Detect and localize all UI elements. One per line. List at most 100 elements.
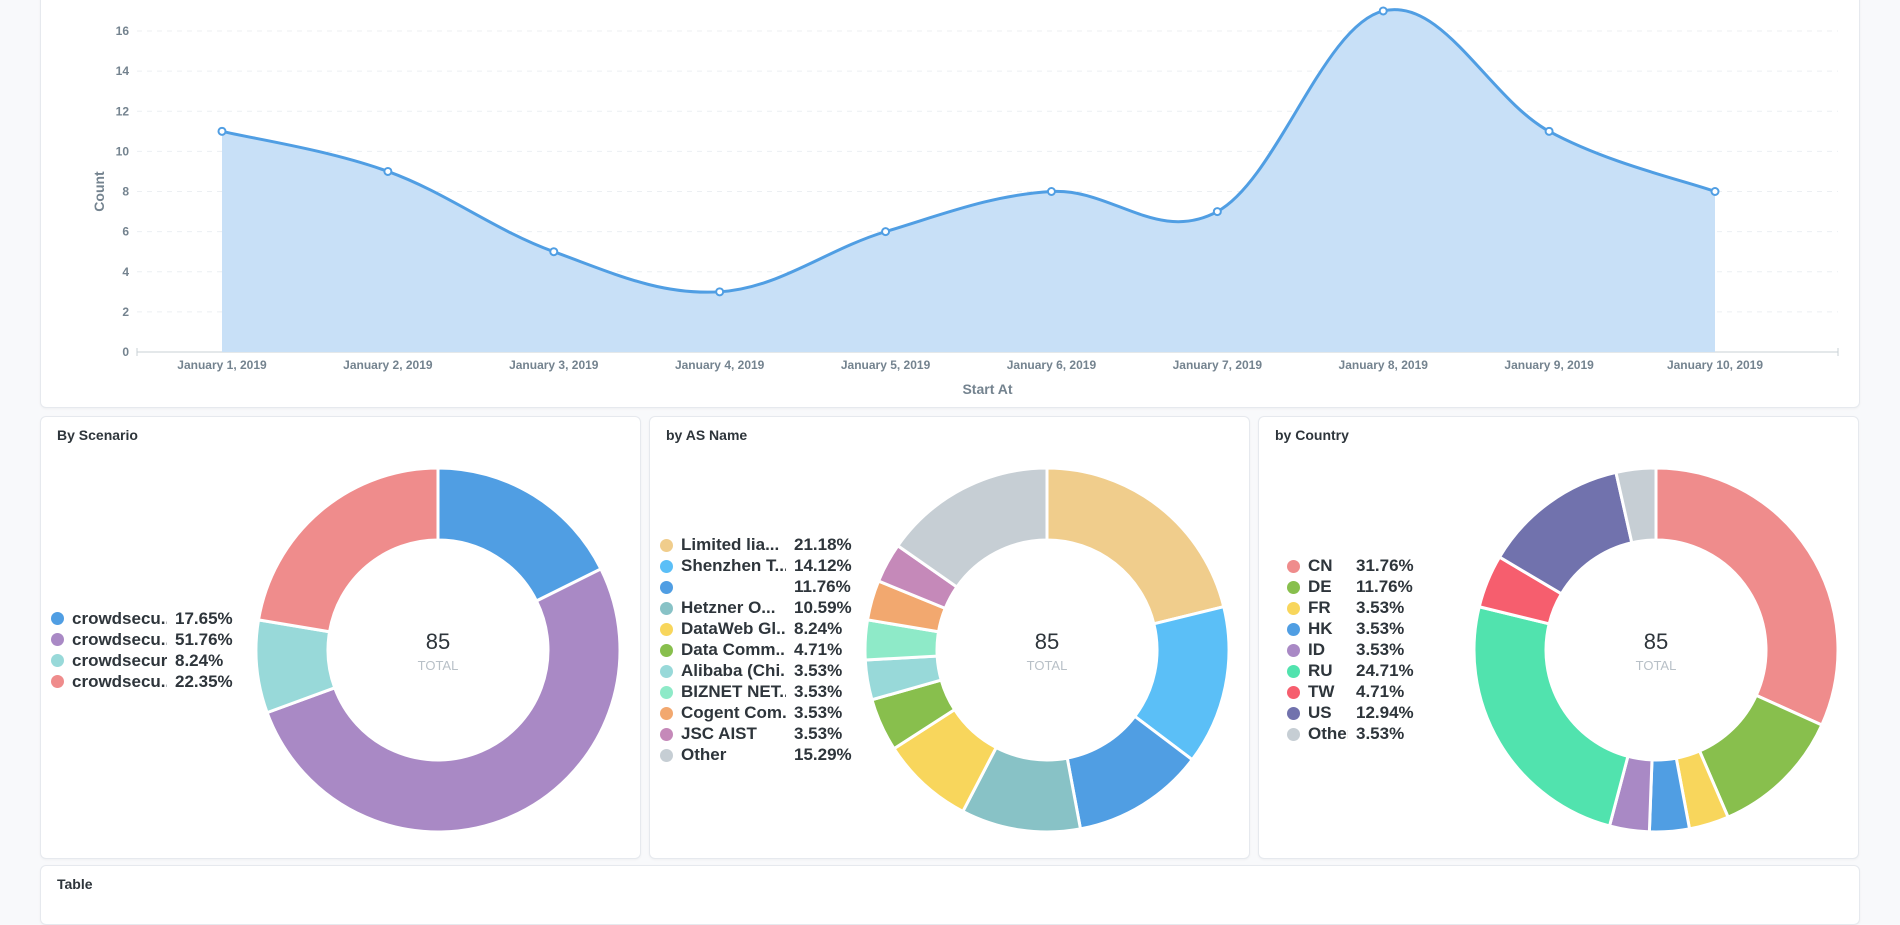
y-tick-label: 4: [122, 265, 129, 279]
legend-dot: [660, 706, 673, 720]
legend-item[interactable]: Limited lia... 21.18%: [660, 535, 852, 556]
legend-label: BIZNET NET...: [681, 682, 786, 701]
donut-total-value: 85: [426, 629, 450, 654]
data-point[interactable]: [1710, 187, 1720, 196]
legend-item[interactable]: Other 15.29%: [660, 745, 852, 766]
legend: Limited lia... 21.18% Shenzhen T... 14.12% 1…: [660, 535, 852, 766]
legend-label: crowdsecu...: [72, 671, 167, 691]
legend-item[interactable]: DataWeb Gl... 8.24%: [660, 619, 852, 640]
x-tick-label: January 7, 2019: [1173, 358, 1263, 372]
legend-item[interactable]: crowdsecu... 22.35%: [51, 671, 233, 692]
legend-label: HK: [1308, 619, 1333, 638]
data-point[interactable]: [217, 126, 227, 136]
legend-item[interactable]: Shenzhen T... 14.12%: [660, 556, 852, 577]
y-tick-label: 8: [122, 185, 129, 199]
data-point[interactable]: [1378, 6, 1388, 16]
card-title[interactable]: by AS Name: [666, 427, 748, 443]
y-axis-label: Count: [91, 171, 107, 212]
legend-percent: 3.53%: [794, 724, 843, 743]
legend-item[interactable]: Alibaba (Chi... 3.53%: [660, 661, 852, 682]
donut-slice[interactable]: [1654, 466, 1840, 727]
line-chart: 0 2 4 6 8 10 12 14 16 January 1, 2019 January 2, 2…: [91, 6, 1839, 397]
x-tick-label: January 2, 2019: [343, 358, 433, 372]
legend-dot: [1287, 685, 1300, 699]
legend-dot: [51, 675, 64, 688]
legend-item[interactable]: HK 3.53%: [1287, 619, 1414, 640]
legend-label: crowdsecu...: [72, 629, 167, 649]
legend-percent: 15.29%: [794, 745, 852, 764]
line-chart-card: 0 2 4 6 8 10 12 14 16 January 1, 2019 January 2, 2…: [40, 0, 1860, 408]
y-tick-label: 14: [116, 64, 130, 78]
donut-total-label: TOTAL: [1636, 658, 1677, 673]
donut-chart: 85 TOTAL: [254, 466, 622, 834]
legend-item[interactable]: US 12.94%: [1287, 703, 1414, 724]
legend-label: RU: [1308, 661, 1333, 680]
data-point[interactable]: [715, 287, 725, 297]
legend-percent: 3.53%: [1356, 640, 1405, 659]
data-point[interactable]: [549, 247, 559, 257]
data-point[interactable]: [383, 166, 393, 176]
legend-percent: 14.12%: [794, 556, 852, 575]
legend-percent: 3.53%: [1356, 619, 1405, 638]
legend-item[interactable]: crowdsecu... 51.76%: [51, 629, 233, 650]
legend-percent: 8.24%: [794, 619, 843, 638]
legend-item[interactable]: DE 11.76%: [1287, 577, 1414, 598]
legend-percent: 3.53%: [1356, 724, 1405, 743]
legend-dot: [660, 685, 673, 699]
x-tick-label: January 5, 2019: [841, 358, 931, 372]
legend-label: Data Comm...: [681, 640, 786, 659]
donut-total-value: 85: [1644, 629, 1668, 654]
legend-item[interactable]: RU 24.71%: [1287, 661, 1414, 682]
legend-item[interactable]: 11.76%: [660, 577, 852, 598]
donut-total-value: 85: [1035, 629, 1059, 654]
legend-item[interactable]: BIZNET NET... 3.53%: [660, 682, 852, 703]
legend-item[interactable]: Hetzner O... 10.59%: [660, 598, 852, 619]
legend-percent: 51.76%: [175, 629, 233, 649]
legend-item[interactable]: CN 31.76%: [1287, 556, 1414, 577]
data-point[interactable]: [1544, 126, 1554, 136]
donut-slice[interactable]: [256, 466, 440, 634]
legend-label: Cogent Com...: [681, 703, 786, 722]
data-point[interactable]: [1212, 207, 1222, 217]
legend-dot: [51, 612, 64, 625]
legend-item[interactable]: Cogent Com... 3.53%: [660, 703, 852, 724]
legend-item[interactable]: TW 4.71%: [1287, 682, 1414, 703]
legend-item[interactable]: crowdsecuri... 8.24%: [51, 650, 233, 671]
legend-percent: 8.24%: [175, 650, 224, 670]
legend-item[interactable]: ID 3.53%: [1287, 640, 1414, 661]
legend-percent: 4.71%: [1356, 682, 1405, 701]
legend-label: FR: [1308, 598, 1331, 617]
donut-slice[interactable]: [265, 566, 622, 834]
donut-slice[interactable]: [1045, 466, 1226, 626]
legend-item[interactable]: Data Comm... 4.71%: [660, 640, 852, 661]
legend-dot: [1287, 706, 1300, 720]
series-line: [221, 8, 1716, 294]
donut-slice[interactable]: [1472, 604, 1630, 828]
data-point[interactable]: [1046, 187, 1056, 196]
x-tick-label: January 8, 2019: [1339, 358, 1429, 372]
y-tick-label: 0: [122, 345, 129, 359]
legend-percent: 11.76%: [1356, 577, 1413, 596]
legend-item[interactable]: crowdsecu... 17.65%: [51, 608, 233, 629]
legend-item[interactable]: Other 3.53%: [1287, 724, 1414, 745]
legend-percent: 24.71%: [1356, 661, 1414, 680]
y-tick-label: 16: [116, 24, 130, 38]
legend-percent: 11.76%: [794, 577, 851, 596]
legend-label: Limited lia...: [681, 535, 780, 554]
legend-dot: [1287, 601, 1300, 615]
legend: crowdsecu... 17.65% crowdsecu... 51.76% crow…: [51, 608, 233, 692]
card-title[interactable]: Table: [57, 876, 93, 892]
legend-item[interactable]: JSC AIST 3.53%: [660, 724, 852, 745]
donut-slice[interactable]: [895, 466, 1049, 590]
donut-slice[interactable]: [1614, 466, 1658, 545]
legend-label: DE: [1308, 577, 1332, 596]
legend-label: US: [1308, 703, 1332, 722]
data-point[interactable]: [881, 227, 891, 237]
legend-percent: 17.65%: [175, 608, 233, 628]
card-title[interactable]: By Scenario: [57, 427, 138, 443]
x-tick-label: January 3, 2019: [509, 358, 599, 372]
donut-card-country: by Country CN 31.76% DE 11.76% FR 3.53% HK 3.53…: [1258, 416, 1859, 859]
donut-total-label: TOTAL: [418, 658, 459, 673]
legend-item[interactable]: FR 3.53%: [1287, 598, 1414, 619]
card-title[interactable]: by Country: [1275, 427, 1349, 443]
